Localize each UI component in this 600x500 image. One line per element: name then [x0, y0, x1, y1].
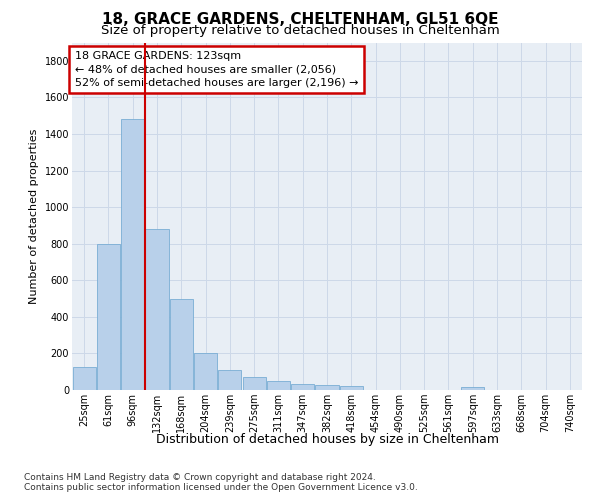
- Bar: [291, 384, 314, 390]
- Bar: [145, 229, 169, 390]
- Bar: [340, 386, 363, 390]
- Bar: [242, 377, 266, 390]
- Text: Contains public sector information licensed under the Open Government Licence v3: Contains public sector information licen…: [24, 484, 418, 492]
- Bar: [73, 367, 95, 390]
- Bar: [194, 352, 217, 390]
- Bar: [97, 244, 120, 390]
- Text: Contains HM Land Registry data © Crown copyright and database right 2024.: Contains HM Land Registry data © Crown c…: [24, 472, 376, 482]
- Bar: [121, 120, 144, 390]
- Bar: [461, 386, 484, 390]
- Text: Distribution of detached houses by size in Cheltenham: Distribution of detached houses by size …: [155, 432, 499, 446]
- Text: Size of property relative to detached houses in Cheltenham: Size of property relative to detached ho…: [101, 24, 499, 37]
- Text: 18 GRACE GARDENS: 123sqm
← 48% of detached houses are smaller (2,056)
52% of sem: 18 GRACE GARDENS: 123sqm ← 48% of detach…: [74, 51, 358, 88]
- Bar: [218, 370, 241, 390]
- Bar: [316, 385, 338, 390]
- Bar: [170, 300, 193, 390]
- Text: 18, GRACE GARDENS, CHELTENHAM, GL51 6QE: 18, GRACE GARDENS, CHELTENHAM, GL51 6QE: [102, 12, 498, 28]
- Bar: [267, 381, 290, 390]
- Y-axis label: Number of detached properties: Number of detached properties: [29, 128, 39, 304]
